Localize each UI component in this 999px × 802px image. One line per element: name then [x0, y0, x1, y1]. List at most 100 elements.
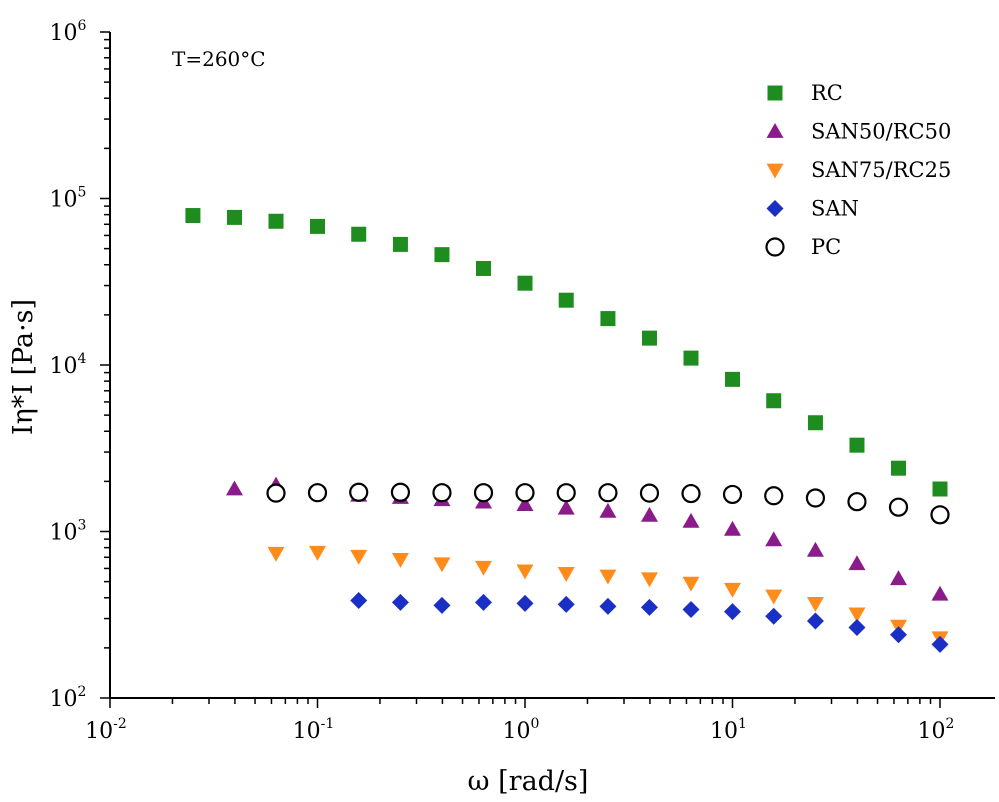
y-axis-title: Iη*I [Pa·s]: [8, 299, 39, 435]
data-point: [266, 483, 286, 503]
series-rc: [185, 208, 948, 497]
data-point: [681, 483, 701, 504]
series-san50-rc50: [225, 476, 949, 601]
data-point: [765, 531, 783, 547]
data-point: [640, 506, 658, 522]
data-point: [639, 483, 660, 503]
y-ticks: 102 103 104 105 106: [50, 18, 110, 712]
data-point: [599, 597, 617, 615]
x-tick-label: 100: [503, 716, 540, 744]
y-tick-label: 104: [50, 351, 87, 379]
series-pc: [266, 482, 950, 525]
data-point: [766, 393, 782, 409]
legend: RC SAN50/RC50 SAN75/RC25 SAN PC: [765, 81, 951, 259]
data-point: [516, 594, 534, 612]
series-san: [350, 592, 949, 653]
data-point: [309, 545, 326, 561]
x-ticks: 10-2 10-1 100 101 102: [85, 698, 955, 744]
data-point: [725, 371, 740, 387]
legend-marker: [766, 123, 784, 138]
data-point: [225, 480, 243, 496]
data-point: [434, 247, 450, 263]
legend-marker: [766, 200, 784, 217]
y-tick-label: 102: [50, 684, 87, 712]
x-tick-label: 102: [918, 716, 955, 744]
data-point: [807, 415, 823, 431]
data-point: [557, 595, 575, 613]
data-point: [765, 607, 783, 625]
legend-label: SAN75/RC25: [811, 158, 951, 182]
data-point: [515, 483, 535, 503]
data-point: [268, 213, 284, 229]
y-tick-label: 103: [50, 518, 87, 546]
data-point: [640, 598, 658, 616]
data-point: [724, 520, 741, 536]
x-tick-label: 10-2: [85, 716, 127, 744]
x-tick-label: 101: [710, 716, 747, 744]
data-point: [847, 492, 867, 512]
axes: 10-2 10-1 100 101 102 102 103 104 105 106: [50, 18, 995, 744]
data-point: [598, 483, 618, 503]
data-point: [267, 546, 285, 562]
legend-marker: [766, 163, 784, 179]
legend-label: RC: [811, 81, 843, 105]
legend-label: SAN: [811, 197, 859, 221]
data-point: [849, 437, 865, 453]
data-point: [682, 512, 700, 528]
legend-marker: [765, 237, 785, 257]
data-point: [310, 218, 325, 234]
data-point: [724, 603, 741, 621]
data-point: [473, 483, 494, 503]
data-point: [890, 626, 908, 644]
data-point: [185, 208, 201, 224]
data-point: [640, 572, 658, 588]
data-marks: [185, 208, 950, 653]
data-point: [890, 570, 908, 586]
data-point: [351, 226, 367, 242]
data-point: [557, 499, 575, 515]
data-point: [682, 576, 700, 592]
x-tick-label: 10-1: [293, 716, 335, 744]
data-point: [848, 607, 866, 623]
data-point: [349, 482, 369, 502]
data-point: [806, 612, 824, 630]
data-point: [476, 260, 492, 276]
data-point: [805, 488, 826, 508]
data-point: [392, 236, 408, 252]
data-point: [931, 635, 949, 653]
series-san75-rc25: [267, 545, 949, 647]
data-point: [600, 311, 616, 327]
data-point: [932, 481, 948, 497]
x-axis-title: ω [rad/s]: [468, 766, 589, 797]
data-point: [557, 567, 575, 582]
legend-label: PC: [811, 235, 841, 259]
data-point: [475, 593, 493, 611]
data-point: [848, 555, 866, 571]
data-point: [891, 460, 907, 476]
data-point: [765, 589, 783, 605]
data-point: [558, 292, 574, 308]
legend-marker: [767, 85, 783, 101]
data-point: [350, 549, 368, 565]
data-point: [516, 496, 534, 512]
data-point: [433, 557, 451, 573]
legend-label: SAN50/RC50: [811, 120, 951, 144]
data-point: [307, 483, 328, 503]
data-point: [930, 505, 950, 525]
data-point: [391, 553, 409, 568]
data-point: [641, 330, 657, 346]
data-point: [931, 585, 949, 601]
data-point: [806, 541, 824, 557]
data-point: [517, 275, 533, 291]
y-tick-label: 105: [50, 185, 87, 213]
data-point: [475, 560, 493, 576]
data-point: [599, 569, 617, 585]
y-tick-label: 106: [50, 18, 87, 46]
data-point: [764, 486, 784, 506]
data-point: [683, 350, 699, 366]
temperature-annotation: T=260°C: [172, 47, 266, 71]
data-point: [848, 619, 866, 637]
data-point: [599, 502, 617, 518]
data-point: [432, 483, 452, 503]
